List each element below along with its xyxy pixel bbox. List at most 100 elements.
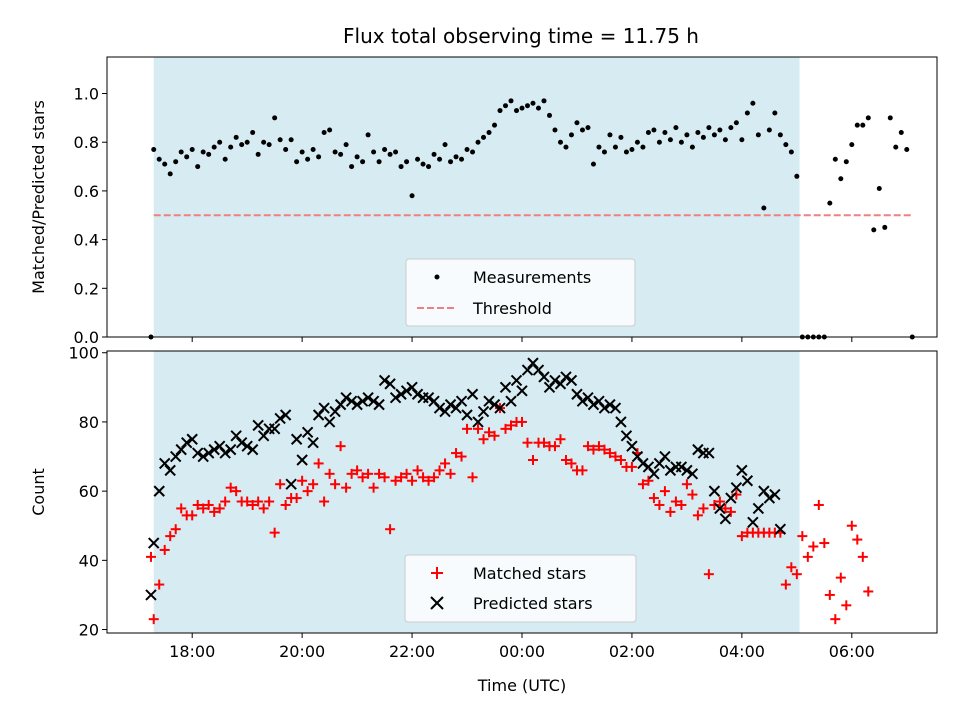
measurements-point bbox=[211, 144, 217, 150]
measurements-point bbox=[827, 200, 833, 206]
measurements-point bbox=[365, 132, 371, 138]
matched-stars-point bbox=[473, 423, 484, 434]
measurements-point bbox=[843, 159, 849, 165]
predicted-stars-point bbox=[274, 412, 286, 425]
predicted-stars-point bbox=[708, 485, 721, 497]
predicted-stars-point bbox=[186, 433, 198, 445]
matched-stars-point bbox=[484, 427, 495, 438]
measurements-point bbox=[404, 159, 410, 165]
matched-stars-point bbox=[269, 527, 280, 538]
count-panel: 20 40 60 80 100 18:00 20:00 22:00 00:00 02:00 04:… bbox=[29, 344, 938, 695]
predicted-stars-point bbox=[400, 385, 413, 397]
measurements-point bbox=[733, 120, 739, 126]
matched-stars-point bbox=[637, 479, 648, 490]
measurements-point bbox=[497, 108, 503, 114]
predicted-stars-point bbox=[543, 381, 556, 394]
matched-stars-point bbox=[401, 468, 412, 479]
predicted-stars-point bbox=[538, 371, 550, 383]
predicted-stars-point bbox=[279, 409, 292, 421]
matched-stars-point bbox=[187, 510, 198, 521]
matched-stars-point bbox=[786, 562, 797, 573]
measurements-point bbox=[371, 149, 377, 155]
ratio-panel: 0.0 0.2 0.4 0.6 0.8 1.0 Matched/Predicted sta… bbox=[29, 56, 938, 347]
measurements-point bbox=[349, 164, 355, 170]
predicted-stars-point bbox=[659, 450, 671, 463]
predicted-stars-point bbox=[686, 468, 699, 480]
predicted-stars-point bbox=[593, 395, 605, 407]
matched-stars-point bbox=[517, 416, 527, 427]
matched-stars-point bbox=[577, 465, 588, 476]
predicted-stars-point bbox=[153, 485, 165, 497]
predicted-stars-point bbox=[318, 402, 330, 414]
predicted-stars-point bbox=[224, 443, 237, 456]
matched-stars-point bbox=[451, 448, 462, 459]
measurements-point bbox=[689, 144, 695, 150]
predicted-stars-point bbox=[505, 395, 517, 407]
predicted-stars-point bbox=[769, 488, 781, 501]
predicted-stars-point bbox=[351, 398, 363, 411]
predicted-stars-point bbox=[175, 443, 187, 456]
matched-stars-point bbox=[538, 437, 549, 448]
predicted-stars-point bbox=[439, 405, 451, 418]
predicted-stars-point bbox=[367, 395, 380, 407]
legend-matched-label: Matched stars bbox=[473, 564, 586, 583]
y-tick-label: 0.0 bbox=[74, 328, 99, 347]
measurements-point bbox=[299, 149, 305, 155]
y-tick-label: 20 bbox=[79, 621, 99, 640]
measurements-point bbox=[678, 139, 684, 145]
matched-stars-point bbox=[725, 506, 736, 517]
measurements-point bbox=[783, 142, 789, 148]
measurements-point bbox=[601, 149, 607, 155]
predicted-stars-point bbox=[444, 398, 457, 411]
matched-stars-point bbox=[522, 437, 533, 448]
measurements-point bbox=[431, 151, 437, 157]
predicted-stars-point bbox=[642, 461, 655, 473]
matched-stars-point bbox=[352, 465, 363, 476]
predicted-stars-point bbox=[521, 364, 534, 376]
measurements-point bbox=[376, 159, 382, 165]
predicted-stars-point bbox=[219, 447, 231, 459]
matched-stars-point bbox=[654, 499, 665, 510]
matched-stars-point bbox=[835, 572, 846, 583]
matched-stars-point bbox=[506, 420, 517, 431]
predicted-stars-point bbox=[145, 589, 157, 601]
measurements-point bbox=[574, 120, 580, 126]
matched-stars-point bbox=[846, 520, 857, 531]
predicted-stars-point bbox=[296, 454, 308, 466]
measurements-point bbox=[178, 149, 184, 155]
measurements-point bbox=[409, 193, 415, 199]
predicted-stars-point bbox=[615, 416, 627, 428]
predicted-stars-point bbox=[384, 378, 396, 390]
matched-stars-point bbox=[264, 496, 275, 507]
predicted-stars-point bbox=[230, 430, 242, 442]
measurements-point bbox=[321, 129, 327, 135]
measurements-point bbox=[316, 154, 322, 160]
matched-stars-point bbox=[324, 468, 335, 479]
predicted-stars-point bbox=[752, 502, 765, 515]
predicted-stars-point bbox=[604, 398, 616, 411]
measurements-point bbox=[354, 154, 360, 160]
measurements-point bbox=[393, 149, 399, 155]
measurements-point bbox=[590, 161, 596, 167]
measurements-point bbox=[530, 100, 536, 106]
predicted-stars-point bbox=[373, 398, 385, 411]
ratio-y-axis-label: Matched/Predicted stars bbox=[29, 100, 48, 294]
matched-stars-point bbox=[797, 531, 808, 542]
matched-stars-point bbox=[720, 503, 731, 514]
predicted-stars-point bbox=[422, 392, 435, 404]
measurements-point bbox=[492, 122, 498, 128]
measurements-point bbox=[739, 137, 745, 143]
measurements-point bbox=[475, 139, 481, 145]
matched-stars-point bbox=[258, 503, 269, 514]
measurements-point bbox=[541, 98, 547, 104]
predicted-stars-point bbox=[620, 430, 633, 442]
x-tick-label: 22:00 bbox=[389, 642, 435, 661]
x-tick-label: 06:00 bbox=[829, 642, 875, 661]
matched-stars-point bbox=[280, 499, 291, 510]
predicted-stars-point bbox=[213, 440, 226, 452]
matched-stars-point bbox=[198, 503, 209, 514]
predicted-stars-point bbox=[477, 405, 490, 418]
measurements-point bbox=[250, 129, 256, 135]
measurements-point bbox=[294, 159, 300, 165]
matched-stars-point bbox=[830, 614, 841, 625]
